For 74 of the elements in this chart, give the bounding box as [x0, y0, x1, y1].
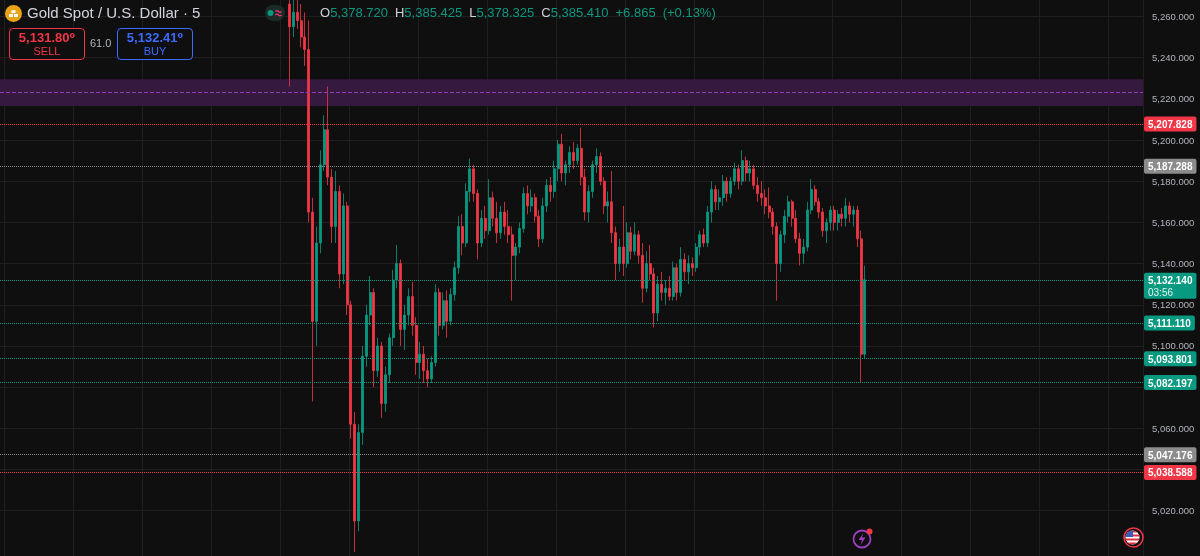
ref-line-label: 5,111.110: [1148, 318, 1192, 330]
candlestick: [737, 164, 740, 190]
candlestick: [526, 184, 529, 215]
candlestick: [549, 176, 552, 203]
candlestick: [422, 345, 425, 384]
text: O5,378.720 H5,385.425 L5,378.325 C5,385.410 +6.865 (+0.13%): [320, 5, 716, 20]
candlestick: [618, 238, 621, 273]
candlestick: [438, 287, 441, 337]
candlestick: [833, 205, 836, 232]
candlestick: [380, 341, 383, 419]
y-tick-label: 5,240.000: [1152, 52, 1195, 64]
y-tick-label: 5,020.000: [1152, 505, 1195, 517]
candlestick: [606, 191, 609, 223]
candlestick: [461, 213, 464, 256]
candlestick: [675, 263, 678, 302]
candlestick: [683, 252, 686, 281]
annotation: 5,132.41⁰: [125, 30, 185, 45]
candlestick: [288, 0, 291, 87]
ref-line-label: 5,047.176: [1148, 449, 1193, 461]
candlestick: [722, 174, 725, 207]
y-tick-label: 5,180.000: [1152, 175, 1195, 187]
y-tick-label: 5,220.000: [1152, 93, 1195, 105]
candlestick: [848, 201, 851, 223]
candlestick: [714, 184, 717, 211]
candlestick: [626, 222, 629, 269]
candlestick: [629, 226, 632, 260]
candlestick: [691, 257, 694, 277]
candlestick: [840, 207, 843, 227]
y-tick-label: 5,260.000: [1152, 10, 1195, 22]
candlestick: [480, 209, 483, 248]
y-tick-label: 5,140.000: [1152, 258, 1195, 270]
ref-line-label: 5,082.197: [1148, 377, 1193, 389]
ref-line-label: 5,093.801: [1148, 353, 1193, 365]
candlestick: [292, 0, 295, 38]
y-tick-label: 5,160.000: [1152, 216, 1195, 228]
annotation: 61.0: [90, 37, 112, 50]
candlestick: [725, 176, 728, 203]
order-button: 5,131.80⁰ SELL: [9, 28, 85, 60]
candlestick: [488, 178, 491, 236]
y-tick-label: 5,060.000: [1152, 422, 1195, 434]
candlestick: [576, 143, 579, 166]
candlestick: [572, 141, 575, 170]
candlestick: [748, 160, 751, 182]
candlestick: [399, 259, 402, 347]
candlestick: [852, 205, 855, 227]
candlestick: [660, 271, 663, 302]
y-tick-label: 5,100.000: [1152, 340, 1195, 352]
candlestick: [741, 149, 744, 186]
candlestick: [622, 205, 625, 277]
candlestick: [745, 156, 748, 182]
y-tick-label: 5,120.000: [1152, 299, 1195, 311]
annotation: 5,131.80⁰: [17, 30, 77, 45]
annotation: SELL: [32, 45, 62, 58]
candlestick: [338, 184, 341, 289]
ref-line-label: 5,187.288: [1148, 161, 1193, 173]
ref-line-label: 5,132.140 03:56: [1148, 275, 1193, 298]
candlestick: [372, 287, 375, 388]
candlestick: [837, 209, 840, 232]
ref-line-label: 5,038.588: [1148, 467, 1193, 479]
candlestick: [484, 205, 487, 240]
chart-title: Gold Spot / U.S. Dollar · 5: [27, 4, 201, 22]
candlestick: [560, 133, 563, 182]
candlestick: [445, 289, 448, 339]
candlestick: [334, 170, 337, 244]
candlestick: [530, 189, 533, 213]
ref-line-label: 5,207.828: [1148, 118, 1193, 130]
order-button: 5,132.41⁰ BUY: [117, 28, 193, 60]
candlestick: [844, 197, 847, 227]
candlestick: [633, 222, 636, 256]
annotation: BUY: [142, 45, 168, 58]
candlestick: [499, 205, 502, 240]
y-tick-label: 5,200.000: [1152, 134, 1195, 146]
candlestick: [668, 275, 671, 302]
candlestick: [702, 228, 705, 248]
